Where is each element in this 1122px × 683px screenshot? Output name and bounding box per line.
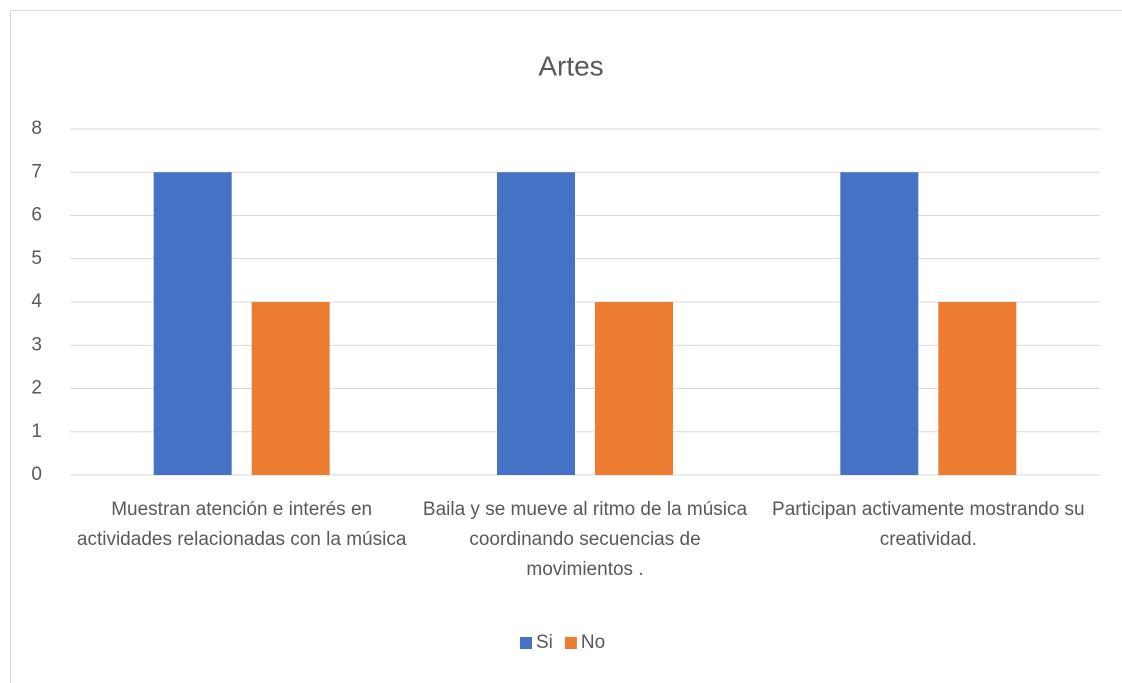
- legend-swatch: [564, 637, 577, 649]
- bar: [251, 302, 330, 475]
- x-tick-label: Participan activamente mostrando su crea…: [772, 499, 1085, 550]
- legend-label: Si: [536, 632, 553, 653]
- y-tick-label: 5: [31, 248, 42, 269]
- bar: [595, 302, 673, 475]
- y-tick-label: 2: [31, 378, 42, 399]
- bar: [153, 172, 232, 475]
- y-tick-label: 4: [31, 291, 42, 312]
- bar: [938, 302, 1017, 475]
- y-tick-label: 3: [31, 334, 42, 355]
- y-tick-label: 7: [31, 161, 42, 182]
- x-tick-label: Muestran atención e interés en actividad…: [76, 499, 407, 550]
- y-tick-label: 8: [31, 118, 42, 139]
- y-tick-label: 1: [31, 421, 42, 442]
- y-tick-label: 6: [31, 205, 42, 226]
- legend-label: No: [581, 632, 605, 653]
- bar: [497, 172, 575, 475]
- legend-swatch: [520, 637, 532, 649]
- bar: [840, 172, 919, 475]
- chart-title: Artes: [538, 50, 603, 81]
- x-tick-label: Baila y se mueve al ritmo de la música c…: [422, 499, 748, 580]
- y-tick-label: 0: [31, 464, 42, 485]
